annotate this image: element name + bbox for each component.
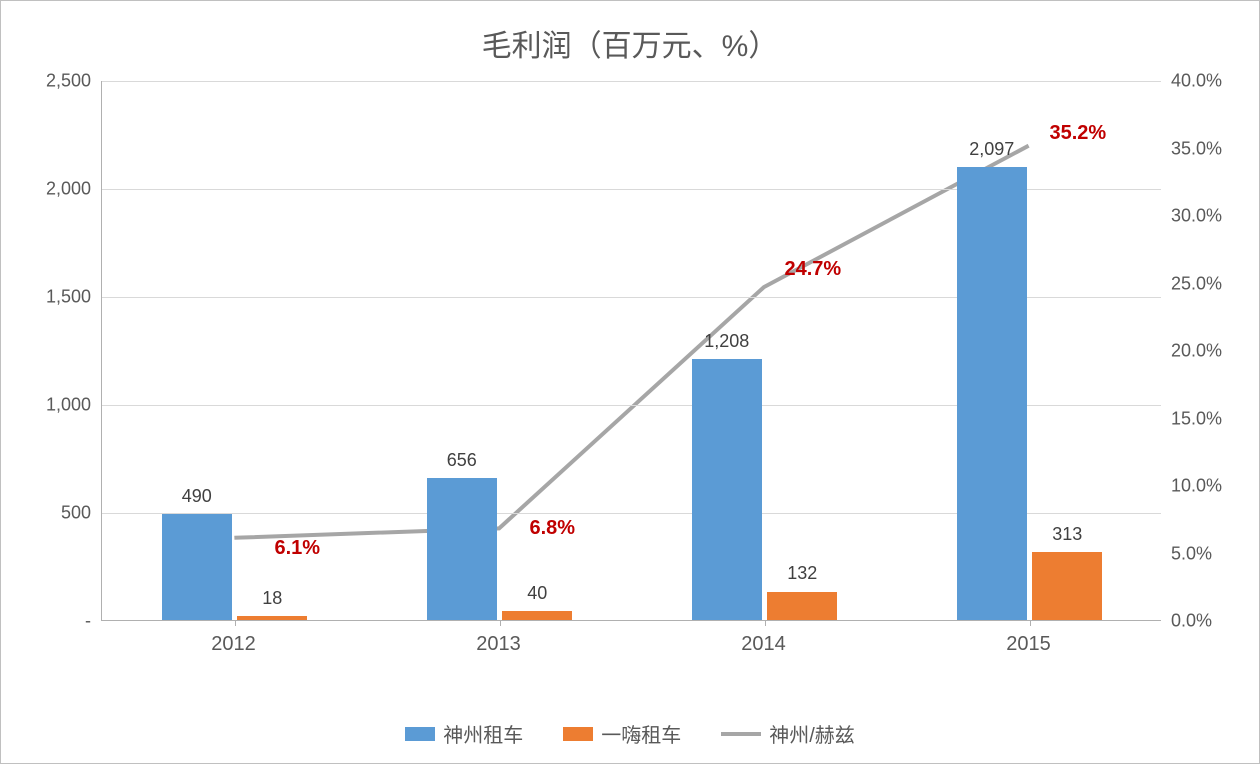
y-left-tick-label: 1,500 bbox=[1, 287, 91, 308]
line-point-label: 24.7% bbox=[785, 258, 842, 281]
bar-一嗨租车 bbox=[237, 616, 307, 620]
y-left-tick-label: - bbox=[1, 611, 91, 632]
y-right-tick-label: 15.0% bbox=[1171, 408, 1251, 429]
bar-神州租车 bbox=[162, 514, 232, 620]
line-point-label: 6.8% bbox=[530, 517, 576, 540]
x-tick-mark bbox=[235, 620, 236, 626]
legend: 神州租车 一嗨租车 神州/赫兹 bbox=[1, 719, 1259, 748]
bar-label: 656 bbox=[447, 450, 477, 471]
y-left-tick-label: 500 bbox=[1, 503, 91, 524]
x-tick-label: 2013 bbox=[476, 633, 521, 656]
line-series bbox=[234, 146, 1028, 538]
legend-swatch-bar bbox=[563, 727, 593, 741]
bar-一嗨租车 bbox=[502, 611, 572, 620]
bar-label: 18 bbox=[262, 588, 282, 609]
y-right-tick-label: 20.0% bbox=[1171, 341, 1251, 362]
x-tick-label: 2015 bbox=[1006, 633, 1051, 656]
chart-title: 毛利润（百万元、%） bbox=[1, 21, 1259, 65]
legend-label: 神州/赫兹 bbox=[769, 719, 855, 748]
x-tick-mark bbox=[1030, 620, 1031, 626]
y-right-tick-label: 35.0% bbox=[1171, 138, 1251, 159]
y-left-tick-label: 2,500 bbox=[1, 71, 91, 92]
bar-神州租车 bbox=[427, 478, 497, 620]
plot-area: 490 18 656 40 1,208 132 2,097 313 6.1% 6.8% 24.7% 3… bbox=[101, 81, 1161, 621]
legend-label: 神州租车 bbox=[443, 719, 523, 748]
legend-item: 神州/赫兹 bbox=[721, 719, 855, 748]
bar-label: 40 bbox=[527, 583, 547, 604]
x-tick-label: 2014 bbox=[741, 633, 786, 656]
y-right-tick-label: 25.0% bbox=[1171, 273, 1251, 294]
gridline bbox=[102, 81, 1161, 82]
legend-item: 神州租车 bbox=[405, 719, 523, 748]
y-right-tick-label: 30.0% bbox=[1171, 206, 1251, 227]
legend-swatch-bar bbox=[405, 727, 435, 741]
bar-label: 490 bbox=[182, 486, 212, 507]
line-point-label: 35.2% bbox=[1050, 122, 1107, 145]
bar-一嗨租车 bbox=[1032, 552, 1102, 620]
y-right-tick-label: 0.0% bbox=[1171, 611, 1251, 632]
legend-swatch-line bbox=[721, 732, 761, 736]
bar-label: 132 bbox=[787, 563, 817, 584]
bar-label: 1,208 bbox=[704, 331, 749, 352]
bar-一嗨租车 bbox=[767, 592, 837, 621]
bar-神州租车 bbox=[957, 167, 1027, 620]
y-right-tick-label: 40.0% bbox=[1171, 71, 1251, 92]
x-tick-mark bbox=[765, 620, 766, 626]
bar-label: 2,097 bbox=[969, 139, 1014, 160]
x-tick-label: 2012 bbox=[211, 633, 256, 656]
y-left-tick-label: 2,000 bbox=[1, 179, 91, 200]
x-tick-mark bbox=[500, 620, 501, 626]
legend-item: 一嗨租车 bbox=[563, 719, 681, 748]
legend-label: 一嗨租车 bbox=[601, 719, 681, 748]
bar-神州租车 bbox=[692, 359, 762, 620]
chart-container: 毛利润（百万元、%） 490 18 656 40 1,208 132 2,097 313 6.1… bbox=[0, 0, 1260, 764]
bar-label: 313 bbox=[1052, 524, 1082, 545]
y-right-tick-label: 10.0% bbox=[1171, 476, 1251, 497]
y-right-tick-label: 5.0% bbox=[1171, 543, 1251, 564]
line-point-label: 6.1% bbox=[275, 537, 321, 560]
y-left-tick-label: 1,000 bbox=[1, 395, 91, 416]
